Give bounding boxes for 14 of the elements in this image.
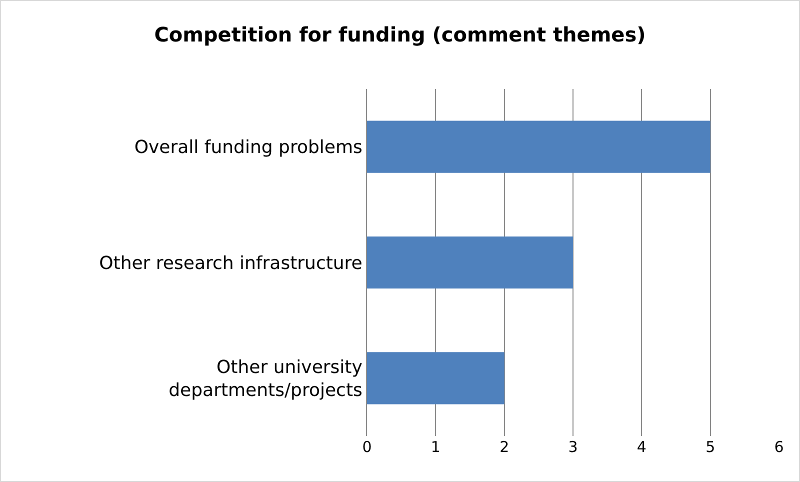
chart-title: Competition for funding (comment themes): [154, 22, 646, 47]
x-tick-label: 5: [706, 438, 716, 456]
y-tick-label: Overall funding problems: [134, 137, 362, 158]
y-tick-label: Other research infrastructure: [99, 252, 362, 274]
y-tick-label: Other university departments/projects: [168, 356, 363, 402]
x-tick-label: 2: [500, 438, 510, 456]
x-tick-label: 1: [430, 438, 440, 456]
bar: [367, 236, 573, 289]
bar: [367, 120, 710, 173]
x-tick-label: 6: [774, 438, 784, 456]
x-tick-label: 4: [636, 438, 646, 456]
bar: [367, 352, 504, 404]
x-tick-label: 3: [568, 438, 578, 456]
x-tick-label: 0: [362, 438, 372, 456]
